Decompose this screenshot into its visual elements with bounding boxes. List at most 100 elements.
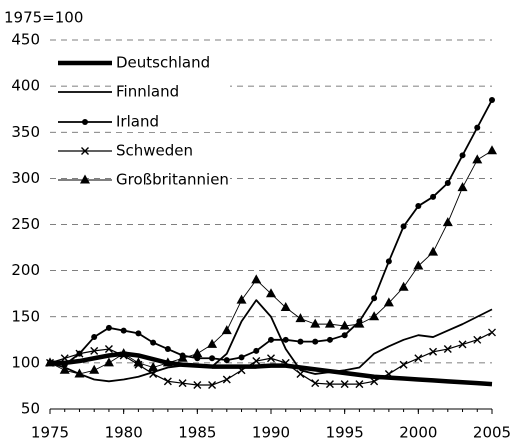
legend-marker [80, 174, 90, 184]
point [355, 380, 364, 389]
point [415, 203, 422, 210]
point [326, 336, 333, 343]
point [149, 369, 158, 378]
point [208, 381, 217, 390]
point [251, 274, 262, 284]
point [105, 324, 112, 331]
point [75, 349, 84, 358]
point [222, 375, 231, 384]
y-tick-label: 150 [11, 307, 40, 325]
point [442, 217, 453, 227]
x-tick-label: 1990 [252, 424, 290, 442]
point [61, 361, 68, 368]
point [340, 380, 349, 389]
point [163, 377, 172, 386]
point [118, 348, 129, 358]
point [59, 364, 70, 374]
series-line [49, 299, 493, 383]
point [488, 328, 496, 337]
point [133, 357, 144, 367]
point [236, 294, 247, 304]
point [472, 154, 483, 164]
point [89, 364, 100, 374]
point [371, 295, 378, 302]
y-tick-label: 400 [11, 77, 40, 95]
legend-label: Schweden [116, 142, 193, 160]
point [164, 346, 171, 353]
x-tick-label: 2005 [473, 424, 511, 442]
point [413, 260, 424, 270]
point [487, 145, 497, 155]
point [457, 182, 468, 192]
point [383, 297, 394, 307]
legend-bg [112, 170, 230, 190]
point [296, 369, 305, 378]
point [103, 357, 114, 367]
point [311, 379, 320, 388]
point [45, 357, 55, 367]
point [267, 354, 275, 363]
point [280, 302, 291, 312]
point [324, 318, 335, 328]
point [414, 354, 423, 363]
point [443, 345, 452, 354]
point [237, 366, 246, 375]
series-line [49, 99, 493, 366]
point [399, 360, 408, 369]
x-tick-label: 1975 [31, 424, 69, 442]
point [253, 347, 260, 354]
point [458, 340, 467, 349]
legend-bg [112, 53, 230, 73]
point [223, 357, 230, 364]
point [489, 96, 495, 103]
y-tick-label: 250 [11, 215, 40, 233]
point [354, 318, 365, 328]
point [104, 345, 113, 354]
y-tick-label: 300 [11, 169, 40, 187]
point [341, 332, 348, 339]
point [370, 377, 379, 386]
x-tick-label: 1980 [105, 424, 143, 442]
y-tick-label: 350 [11, 123, 40, 141]
point [310, 318, 321, 328]
legend-marker [82, 119, 88, 125]
x-tick-label: 1995 [326, 424, 364, 442]
point [325, 380, 334, 389]
point [268, 336, 274, 343]
point [459, 152, 466, 159]
point [207, 338, 218, 348]
point [339, 320, 350, 330]
point [281, 358, 290, 367]
point [297, 338, 304, 345]
point [266, 288, 276, 298]
y-tick-label: 100 [11, 353, 40, 371]
y-tick-label: 450 [11, 31, 40, 49]
legend-bg [112, 141, 230, 161]
point [178, 379, 187, 388]
point [192, 348, 203, 358]
point [312, 338, 319, 345]
point [221, 325, 232, 335]
point [148, 361, 159, 371]
point [135, 330, 142, 337]
y-tick-label: 50 [21, 400, 40, 418]
point [193, 381, 202, 390]
point [369, 311, 380, 321]
point [177, 352, 188, 362]
point [295, 313, 306, 323]
legend-label: Irland [116, 113, 159, 131]
point [428, 246, 439, 256]
legend-marker [81, 147, 89, 155]
point [60, 354, 69, 363]
point [444, 179, 451, 186]
y-tick-label: 200 [11, 261, 40, 279]
point [400, 223, 407, 230]
legend-label: Finnland [116, 83, 179, 101]
point [398, 281, 409, 291]
legend-bg [112, 112, 230, 132]
x-tick-label: 1985 [178, 424, 216, 442]
point [429, 347, 438, 356]
point [430, 193, 437, 200]
point [91, 334, 98, 341]
